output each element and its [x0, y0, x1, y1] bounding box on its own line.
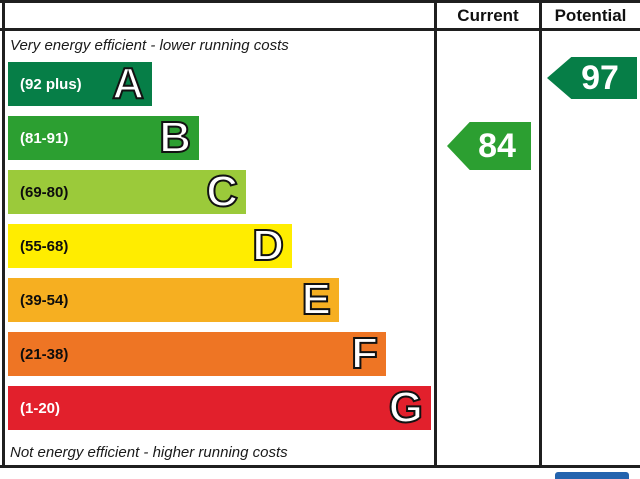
- band-range-label: (21-38): [20, 345, 69, 363]
- column-divider-current: [434, 0, 437, 468]
- table-border-bottom: [0, 465, 640, 468]
- band-letter: G: [388, 383, 424, 432]
- table-border-top: [0, 0, 640, 3]
- epc-band-row-d: (55-68) D: [8, 221, 292, 270]
- band-range-label: (81-91): [20, 129, 69, 147]
- table-border-left: [2, 0, 5, 468]
- eu-directive-box-partial: [555, 472, 629, 479]
- band-letter: A: [111, 59, 145, 108]
- epc-band-row-c: (69-80) C: [8, 167, 246, 216]
- epc-band-row-a: (92 plus) A: [8, 59, 152, 108]
- band-range-label: (69-80): [20, 183, 69, 201]
- epc-band-row-e: (39-54) E: [8, 275, 339, 324]
- current-column-header: Current: [457, 6, 519, 25]
- potential-rating-arrow: 97: [547, 57, 637, 99]
- column-divider-potential: [539, 0, 542, 468]
- band-letter: F: [350, 329, 379, 378]
- epc-band-row-f: (21-38) F: [8, 329, 386, 378]
- band-letter: D: [251, 221, 285, 270]
- potential-column-header: Potential: [554, 6, 627, 25]
- current-rating-arrow: 84: [447, 122, 531, 170]
- header-separator-line: [0, 28, 640, 31]
- band-range-label: (55-68): [20, 237, 69, 255]
- epc-band-row-g: (1-20) G: [8, 383, 431, 432]
- epc-band-row-b: (81-91) B: [8, 113, 199, 162]
- band-letter: B: [158, 113, 192, 162]
- band-letter: C: [205, 167, 239, 216]
- caption-most-efficient: Very energy efficient - lower running co…: [10, 37, 289, 54]
- band-letter: E: [301, 275, 332, 324]
- band-range-label: (92 plus): [20, 75, 82, 93]
- caption-least-efficient: Not energy efficient - higher running co…: [10, 444, 288, 461]
- band-range-label: (1-20): [20, 399, 61, 417]
- band-range-label: (39-54): [20, 291, 69, 309]
